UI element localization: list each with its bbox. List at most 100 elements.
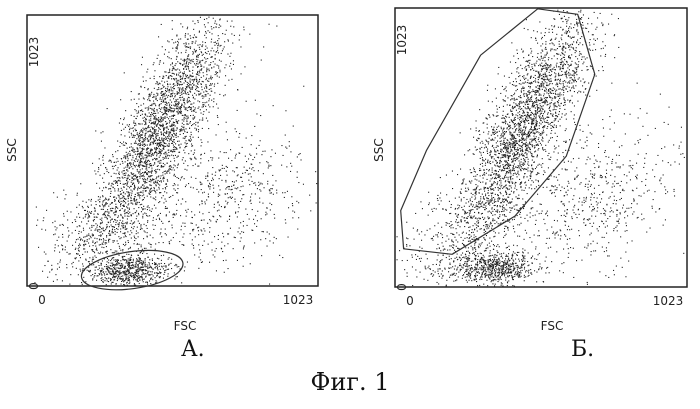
scatter-point xyxy=(176,210,177,211)
scatter-point xyxy=(114,199,115,200)
scatter-point xyxy=(292,217,293,218)
scatter-point xyxy=(115,269,116,270)
scatter-point xyxy=(136,273,137,274)
scatter-point xyxy=(163,139,164,140)
scatter-point xyxy=(184,266,185,267)
scatter-point xyxy=(204,35,205,36)
scatter-point xyxy=(160,276,161,277)
scatter-point xyxy=(182,91,183,92)
scatter-point xyxy=(176,35,177,36)
scatter-point xyxy=(143,281,144,282)
scatter-point xyxy=(530,170,531,171)
scatter-point xyxy=(129,175,130,176)
scatter-point xyxy=(157,110,158,111)
scatter-point xyxy=(82,254,83,255)
scatter-point xyxy=(532,171,533,172)
scatter-point xyxy=(150,266,151,267)
scatter-point xyxy=(117,280,118,281)
scatter-point xyxy=(133,122,134,123)
scatter-point xyxy=(532,120,533,121)
scatter-point xyxy=(169,241,170,242)
scatter-point xyxy=(130,165,131,166)
scatter-point xyxy=(158,176,159,177)
scatter-point xyxy=(570,57,571,58)
panel-b-points xyxy=(397,10,685,287)
scatter-point xyxy=(250,173,251,174)
scatter-point xyxy=(119,238,120,239)
scatter-point xyxy=(124,280,125,281)
scatter-point xyxy=(125,158,126,159)
scatter-point xyxy=(135,279,136,280)
scatter-point xyxy=(117,220,118,221)
scatter-point xyxy=(124,168,125,169)
scatter-point xyxy=(165,139,166,140)
scatter-point xyxy=(150,108,151,109)
scatter-point xyxy=(177,127,178,128)
scatter-point xyxy=(79,247,80,248)
scatter-point xyxy=(527,102,528,103)
scatter-point xyxy=(219,178,220,179)
scatter-point xyxy=(267,246,268,247)
scatter-point xyxy=(185,109,186,110)
scatter-point xyxy=(475,179,476,180)
scatter-point xyxy=(225,194,226,195)
scatter-point xyxy=(188,64,189,65)
scatter-point xyxy=(153,229,154,230)
scatter-point xyxy=(137,279,138,280)
scatter-point xyxy=(134,152,135,153)
scatter-point xyxy=(523,77,524,78)
scatter-point xyxy=(141,109,142,110)
scatter-point xyxy=(112,166,113,167)
scatter-point xyxy=(160,160,161,161)
scatter-point xyxy=(249,154,250,155)
scatter-point xyxy=(165,72,166,73)
scatter-point xyxy=(164,71,165,72)
scatter-point xyxy=(232,170,233,171)
scatter-point xyxy=(101,223,102,224)
scatter-point xyxy=(144,178,145,179)
scatter-point xyxy=(175,63,176,64)
scatter-point xyxy=(112,183,113,184)
scatter-point xyxy=(139,167,140,168)
scatter-point xyxy=(158,55,159,56)
scatter-point xyxy=(119,270,120,271)
scatter-point xyxy=(109,234,110,235)
scatter-point xyxy=(108,222,109,223)
scatter-point xyxy=(487,151,488,152)
scatter-point xyxy=(188,85,189,86)
scatter-point xyxy=(123,129,124,130)
scatter-point xyxy=(132,177,133,178)
scatter-point xyxy=(76,268,77,269)
scatter-point xyxy=(92,250,93,251)
scatter-point xyxy=(172,87,173,88)
scatter-point xyxy=(114,229,115,230)
scatter-point xyxy=(206,61,207,62)
scatter-point xyxy=(182,223,183,224)
scatter-point xyxy=(163,181,164,182)
scatter-point xyxy=(240,222,241,223)
scatter-point xyxy=(110,280,111,281)
scatter-point xyxy=(152,153,153,154)
scatter-point xyxy=(75,249,76,250)
scatter-point xyxy=(220,45,221,46)
scatter-point xyxy=(113,181,114,182)
scatter-point xyxy=(166,173,167,174)
scatter-point xyxy=(483,207,484,208)
scatter-point xyxy=(101,239,102,240)
scatter-point xyxy=(171,130,172,131)
scatter-point xyxy=(228,197,229,198)
scatter-point xyxy=(149,100,150,101)
scatter-point xyxy=(164,263,165,264)
scatter-point xyxy=(151,94,152,95)
scatter-point xyxy=(141,204,142,205)
scatter-point xyxy=(181,94,182,95)
scatter-point xyxy=(504,215,505,216)
scatter-point xyxy=(195,122,196,123)
scatter-point xyxy=(173,133,174,134)
scatter-point xyxy=(220,189,221,190)
scatter-point xyxy=(235,212,236,213)
scatter-point xyxy=(553,87,554,88)
scatter-point xyxy=(221,206,222,207)
scatter-point xyxy=(559,106,560,107)
scatter-point xyxy=(268,165,269,166)
